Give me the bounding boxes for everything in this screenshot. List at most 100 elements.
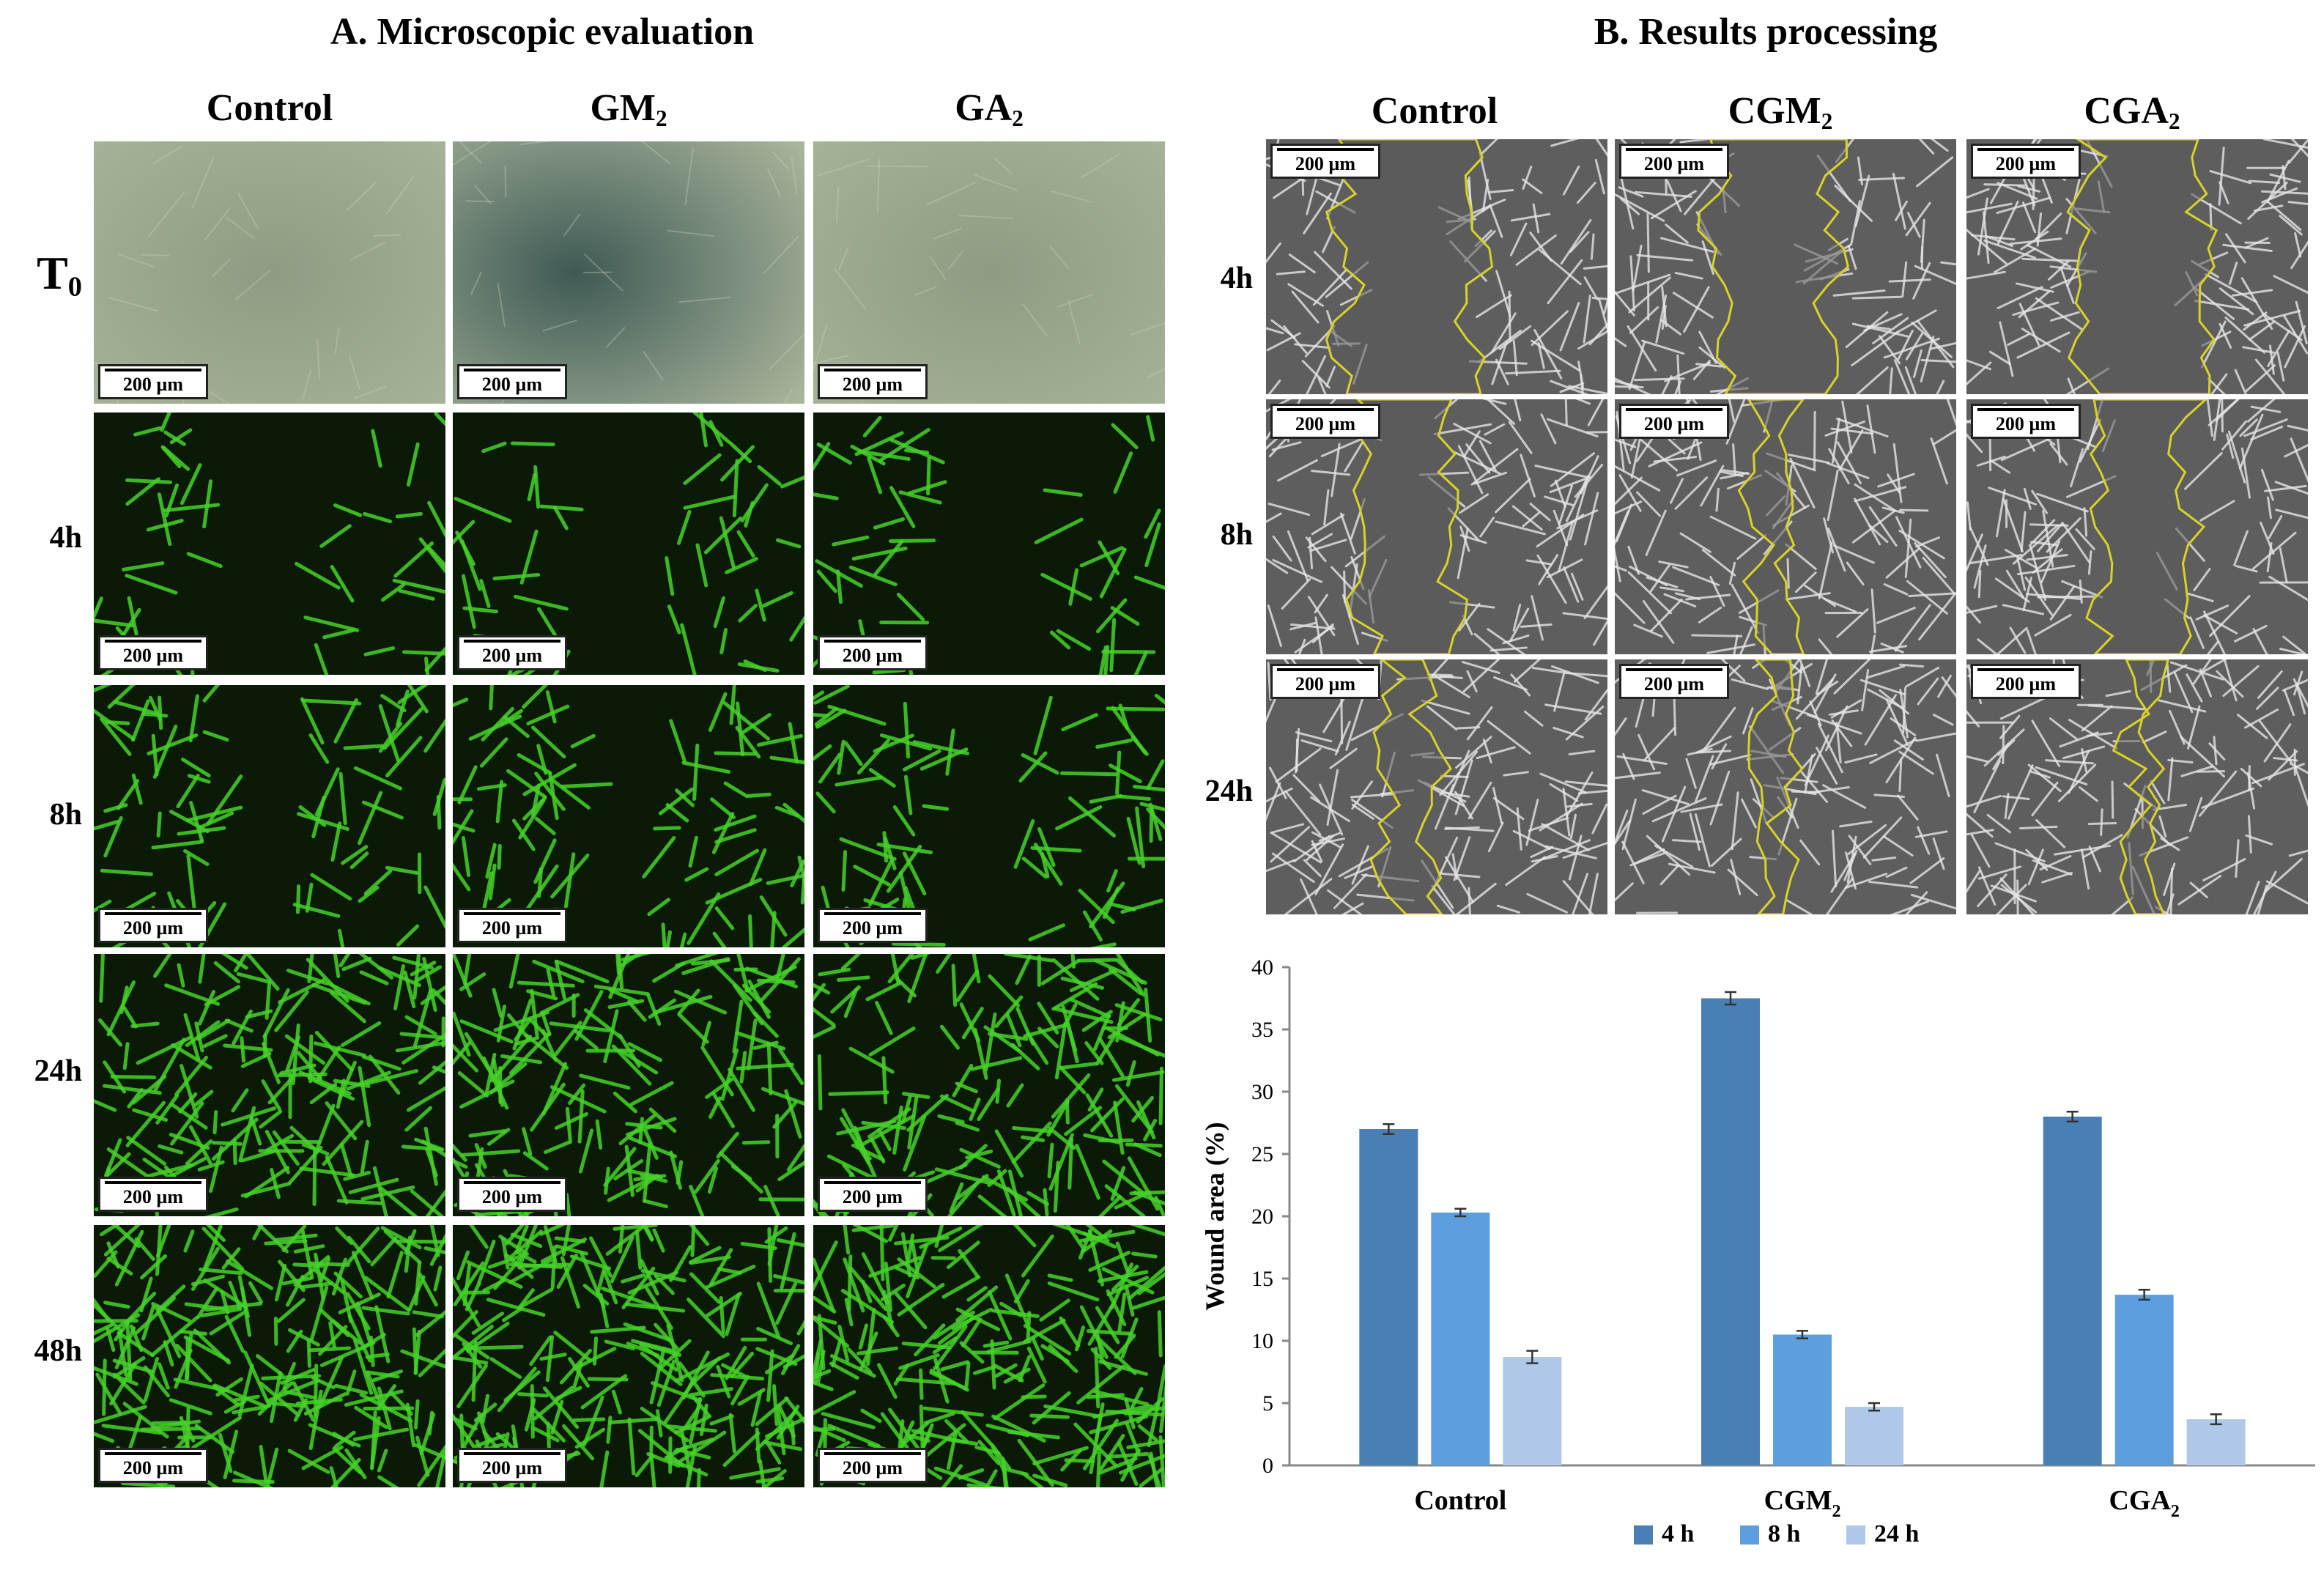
scale-bar-line [105,911,201,915]
scale-bar-line [824,1180,921,1184]
chart-legend: 4 h 8 h 24 h [1634,1520,1920,1547]
panel-b-col-cga2: CGA2 [2084,90,2180,134]
micrograph-tile: 200 µm [813,685,1165,947]
scale-bar-label: 200 µm [842,644,903,666]
scale-bar-line [464,368,560,371]
legend-swatch [1634,1525,1653,1545]
error-bar [1796,1330,1808,1339]
panel-a-row-48h: 48h [34,1334,82,1368]
panel-a-col-ga2: GA2 [955,87,1024,131]
error-bar [2210,1413,2222,1426]
scale-bar: 200 µm [98,1177,208,1212]
bar [1359,1129,1418,1465]
scale-bar-label: 200 µm [1995,152,2057,174]
y-tick-label: 25 [1251,1142,1273,1166]
scale-bar-line [824,368,921,371]
panel-b-col-control: Control [1371,90,1498,132]
scale-bar: 200 µm [1971,144,2081,179]
y-tick-label: 35 [1251,1018,1273,1042]
scale-bar-line [824,911,921,915]
processed-tile: 200 µm [1615,399,1956,654]
micrograph-image [813,141,1165,404]
y-tick-label: 20 [1251,1205,1273,1229]
chart-axes: 0 5 10 15 20 25 30 35 40 Wound area (%) Control CGM… [1200,955,2315,1521]
processed-tile: 200 µm [1966,139,2308,394]
scale-bar: 200 µm [1619,404,1729,439]
bar [1431,1212,1490,1465]
micrograph-image [813,954,1165,1216]
panel-a-row-4h: 4h [49,521,82,555]
bar [2186,1419,2246,1465]
micrograph-image [94,685,445,947]
micrograph-tile: 200 µm [813,1225,1165,1487]
scale-bar-label: 200 µm [842,1185,903,1207]
scale-bar-line [1977,147,2074,151]
processed-tile: 200 µm [1966,659,2308,914]
scale-bar-label: 200 µm [1995,673,2057,695]
scale-bar-label: 200 µm [1643,673,1705,695]
scale-bar: 200 µm [98,364,208,399]
bar [1845,1407,1903,1465]
micrograph-tile: 200 µm [813,141,1165,404]
wound-area-bar-chart: 0 5 10 15 20 25 30 35 40 Wound area (%) Control CGM… [1200,955,2315,1547]
panel-b-row-8h: 8h [1220,518,1253,552]
x-tick-label: Control [1414,1485,1506,1516]
y-tick-label: 30 [1251,1080,1273,1104]
panel-a-title: A. Microscopic evaluation [330,11,755,53]
error-bar [1383,1122,1395,1136]
scale-bar-line [824,639,921,643]
error-bar [1526,1350,1539,1364]
panel-b-row-24h: 24h [1204,774,1253,808]
scale-bar: 200 µm [818,908,928,943]
micrograph-tile: 200 µm [453,413,804,675]
panel-a-col-control: Control [206,87,333,129]
bar [1773,1334,1832,1465]
micrograph-tile: 200 µm [94,141,445,404]
scale-bar-line [1626,667,1722,671]
bar [2114,1295,2174,1465]
processed-image [1615,399,1956,654]
scale-bar: 200 µm [1971,404,2081,439]
micrograph-image [94,954,445,1216]
y-axis-label: Wound area (%) [1200,1122,1229,1310]
micrograph-tile: 200 µm [453,685,804,947]
processed-tile: 200 µm [1266,399,1607,654]
micrograph-tile: 200 µm [94,413,445,675]
scale-bar-label: 200 µm [481,917,543,939]
panel-a-row-8h: 8h [49,798,82,832]
scale-bar-label: 200 µm [1643,152,1705,174]
micrograph-image [813,413,1165,675]
x-tick-label: CGM2 [1764,1485,1841,1521]
scale-bar: 200 µm [1619,144,1729,179]
error-bar [2138,1289,2150,1301]
scale-bar: 200 µm [98,1448,208,1483]
scale-bar-line [1626,147,1722,151]
scale-bar-line [1277,147,1374,151]
micrograph-image [453,954,804,1216]
scale-bar: 200 µm [818,635,928,670]
processed-image [1966,399,2308,654]
processed-image [1615,139,1956,394]
micrograph-tile: 200 µm [813,413,1165,675]
processed-tile: 200 µm [1266,659,1607,914]
micrograph-image [453,1225,804,1487]
micrograph-image [94,413,445,675]
scale-bar-label: 200 µm [122,1457,184,1479]
processed-image [1266,139,1607,394]
y-tick-label: 0 [1262,1454,1273,1478]
scale-bar-label: 200 µm [842,1457,903,1479]
scale-bar-label: 200 µm [122,644,184,666]
y-tick-label: 5 [1262,1391,1273,1416]
scale-bar: 200 µm [818,1177,928,1212]
legend-label: 24 h [1874,1520,1920,1547]
scale-bar-label: 200 µm [122,373,184,395]
scale-bar-line [1277,407,1374,411]
scale-bar-line [1277,667,1374,671]
scale-bar-line [105,368,201,371]
scale-bar-label: 200 µm [842,373,903,395]
scale-bar: 200 µm [1619,664,1729,699]
scale-bar: 200 µm [457,635,567,670]
scale-bar-line [464,1451,560,1455]
scale-bar-line [464,1180,560,1184]
scale-bar-label: 200 µm [481,373,543,395]
